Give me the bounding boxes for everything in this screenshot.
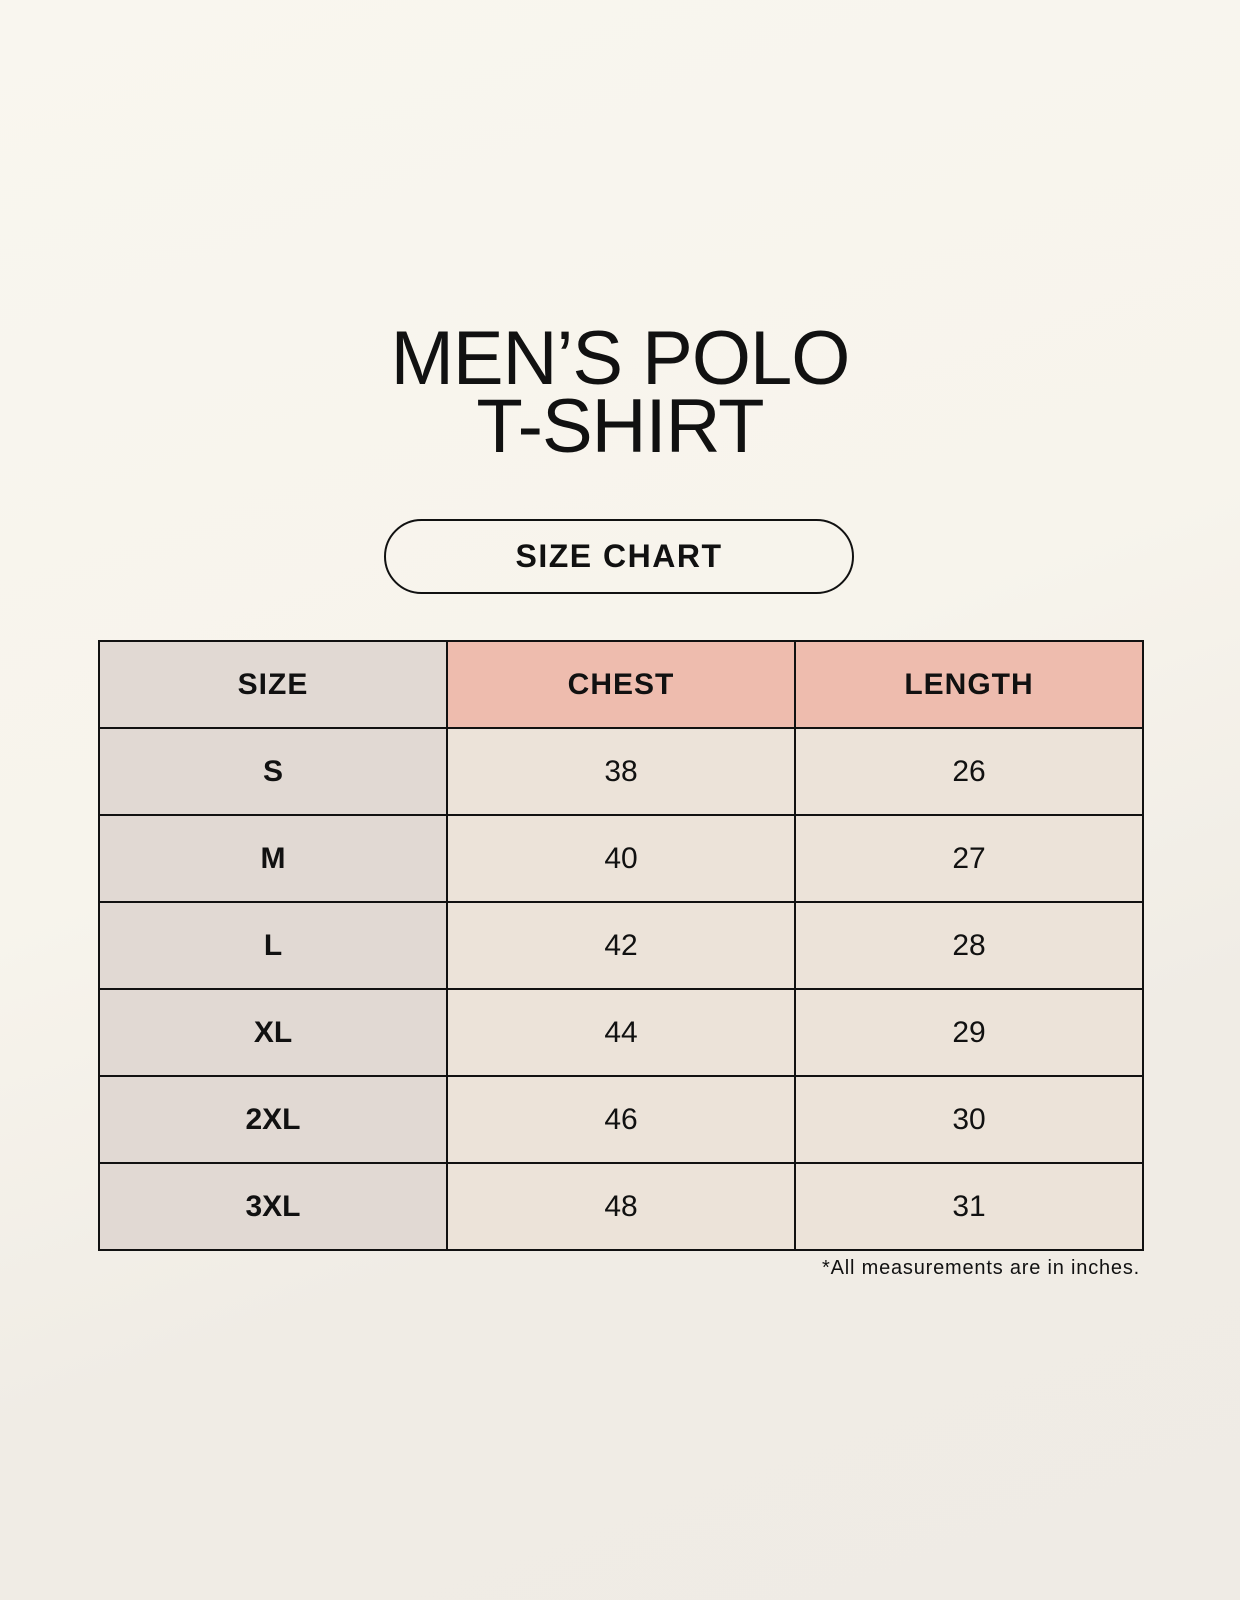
table-row: XL 44 29 (98, 988, 1144, 1077)
table-row: M 40 27 (98, 814, 1144, 903)
size-cell: L (98, 901, 448, 990)
size-cell: 3XL (98, 1162, 448, 1251)
size-cell: 2XL (98, 1075, 448, 1164)
length-cell: 27 (794, 814, 1144, 903)
title-line-2: T-SHIRT (476, 384, 764, 469)
header-chest: CHEST (446, 640, 796, 729)
table-row: 2XL 46 30 (98, 1075, 1144, 1164)
table-row: 3XL 48 31 (98, 1162, 1144, 1251)
length-cell: 29 (794, 988, 1144, 1077)
table-row: S 38 26 (98, 727, 1144, 816)
footnote: *All measurements are in inches. (822, 1257, 1140, 1279)
header-size: SIZE (98, 640, 448, 729)
header-length: LENGTH (794, 640, 1144, 729)
chest-cell: 44 (446, 988, 796, 1077)
size-table: SIZE CHEST LENGTH S 38 26 M 40 27 L 42 28 XL 44 29 2… (98, 640, 1144, 1251)
length-cell: 30 (794, 1075, 1144, 1164)
chest-cell: 40 (446, 814, 796, 903)
table-header-row: SIZE CHEST LENGTH (98, 640, 1144, 729)
length-cell: 28 (794, 901, 1144, 990)
length-cell: 31 (794, 1162, 1144, 1251)
size-cell: XL (98, 988, 448, 1077)
length-cell: 26 (794, 727, 1144, 816)
size-chart-badge: SIZE CHART (384, 519, 854, 594)
title-line-1: MEN’S POLO (390, 316, 851, 401)
chest-cell: 46 (446, 1075, 796, 1164)
chest-cell: 38 (446, 727, 796, 816)
size-cell: M (98, 814, 448, 903)
chest-cell: 48 (446, 1162, 796, 1251)
page-title: MEN’S POLO T-SHIRT (0, 316, 1240, 469)
table-row: L 42 28 (98, 901, 1144, 990)
size-cell: S (98, 727, 448, 816)
chest-cell: 42 (446, 901, 796, 990)
